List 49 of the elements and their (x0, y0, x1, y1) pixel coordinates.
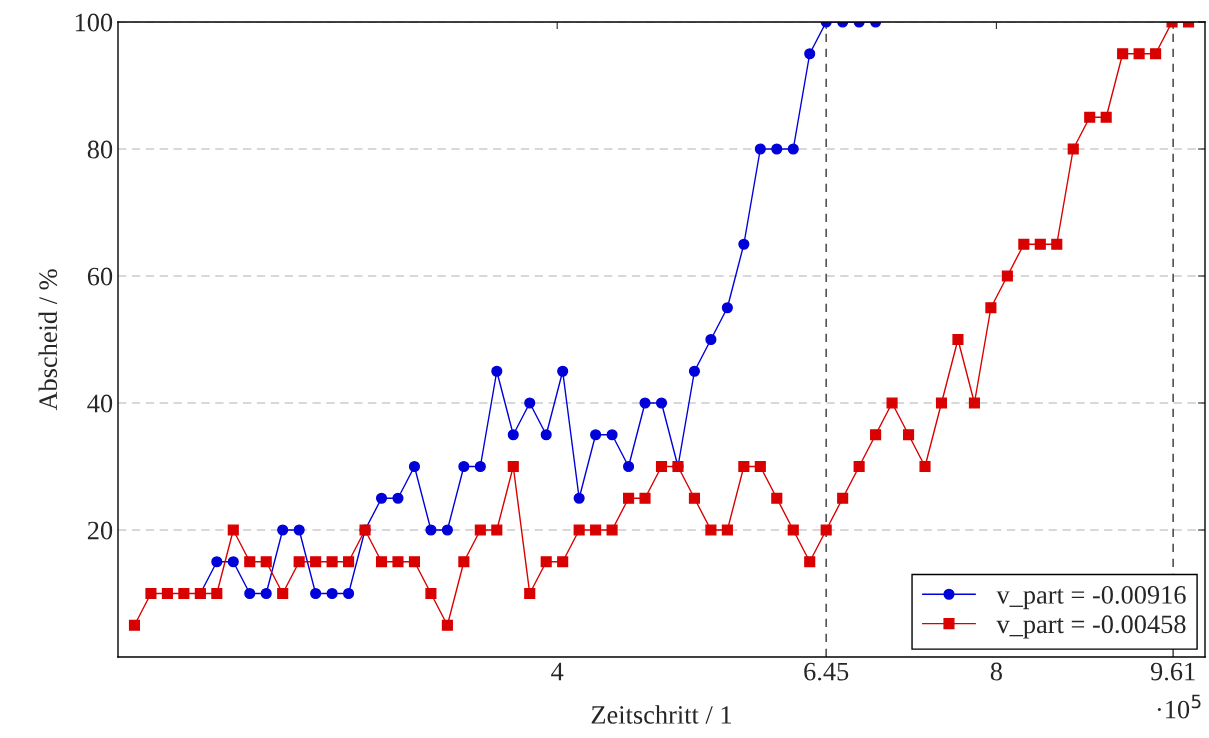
y-tick-label: 20 (87, 521, 113, 540)
point (540, 429, 552, 441)
x-tick-label: 9.61 (1150, 662, 1195, 681)
point (639, 397, 651, 409)
point (721, 302, 733, 314)
point (375, 492, 388, 504)
text: ·10$^{5}$ (1157, 694, 1201, 719)
x-tick-label: 6.45 (804, 662, 849, 681)
legend-label: v_part = -0.00916 (996, 585, 1186, 610)
y-tick-label: 40 (87, 394, 113, 413)
x-tick-label: 4 (551, 662, 564, 681)
point (606, 429, 618, 441)
point (573, 492, 585, 504)
point (688, 365, 700, 377)
point (408, 460, 421, 473)
point (754, 143, 766, 155)
point (705, 333, 717, 346)
legend-label: v_part = -0.00458 (996, 615, 1186, 639)
point (441, 524, 453, 536)
point (244, 587, 256, 600)
y-axis-title: Abscheid / % (38, 269, 58, 411)
point (491, 365, 503, 377)
point (326, 587, 338, 600)
point (474, 460, 486, 473)
point (343, 587, 355, 600)
point (787, 143, 799, 155)
x-axis-title: Zeitschritt / 1 (591, 705, 731, 724)
point (655, 397, 668, 409)
point (211, 556, 223, 568)
point (590, 429, 602, 441)
point (623, 460, 635, 473)
point (227, 556, 239, 568)
point (277, 524, 289, 536)
point (804, 48, 816, 60)
point (458, 460, 470, 473)
point (738, 238, 750, 250)
point (771, 143, 783, 155)
y-tick-label: 80 (87, 140, 113, 159)
point (392, 492, 404, 504)
point (293, 524, 305, 536)
point (507, 429, 519, 441)
point (260, 587, 272, 600)
y-tick-label: 60 (87, 267, 113, 286)
point (524, 397, 536, 409)
x-tick-label: 8 (990, 662, 1002, 681)
point (557, 365, 569, 377)
y-tick-label: 100 (75, 13, 113, 32)
point (425, 524, 437, 536)
point (310, 587, 322, 600)
